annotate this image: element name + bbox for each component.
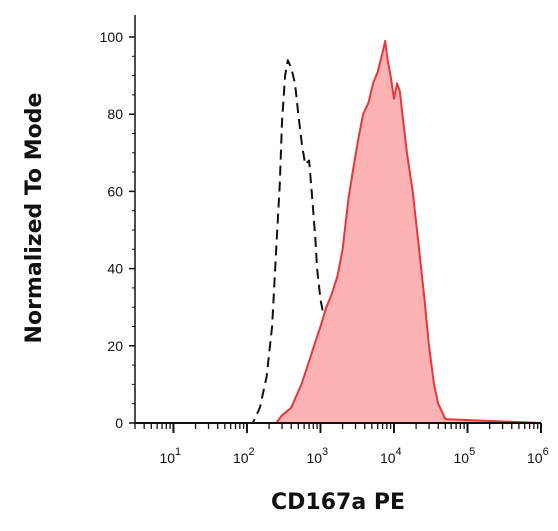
x-tick-label: 104 — [380, 446, 402, 466]
x-tick-label: 101 — [159, 446, 181, 466]
x-tick-label: 103 — [306, 446, 328, 466]
y-tick-label: 0 — [115, 415, 123, 431]
y-axis-title: Normalized To Mode — [22, 93, 47, 344]
y-tick-label: 100 — [100, 29, 124, 45]
y-tick-label: 60 — [107, 183, 123, 199]
series-filled-line — [135, 39, 542, 424]
x-tick-label: 102 — [233, 446, 255, 466]
y-tick-label: 40 — [107, 261, 123, 277]
plot-area — [135, 39, 542, 424]
series-filled-area — [135, 40, 541, 424]
y-tick-label: 20 — [107, 338, 123, 354]
x-tick-label: 105 — [453, 446, 475, 466]
x-axis-title: CD167a PE — [271, 490, 405, 515]
axes — [134, 15, 541, 424]
y-tick-label: 80 — [107, 106, 123, 122]
ticks: 0 20 40 60 80 100 101 102 103 104 105 106 — [100, 29, 549, 466]
x-tick-label: 106 — [527, 446, 549, 466]
